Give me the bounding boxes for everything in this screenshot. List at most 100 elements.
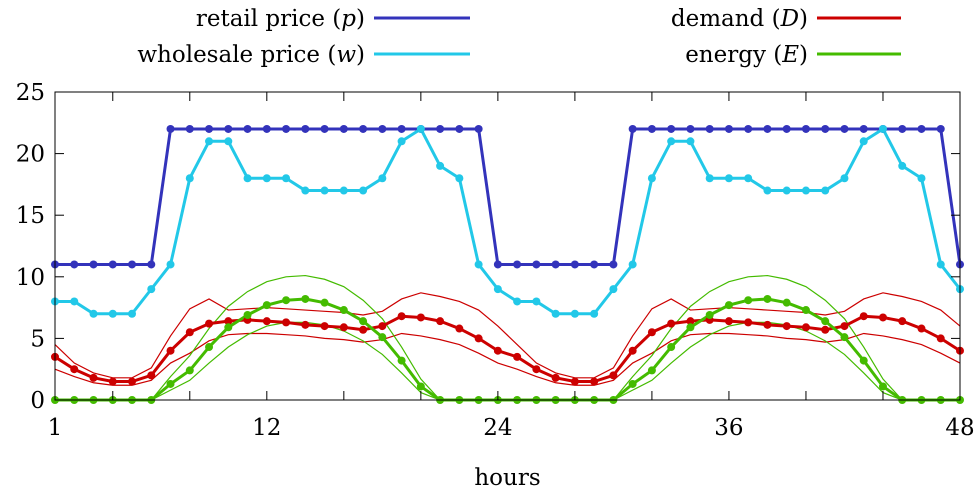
series-0-point (513, 260, 522, 269)
series-2-point (166, 346, 175, 355)
series-2-point (859, 312, 868, 321)
series-1-point (147, 285, 156, 294)
series-3-point (705, 310, 714, 319)
series-1-point (378, 174, 387, 183)
series-2-point (590, 377, 599, 386)
series-0-point (570, 260, 579, 269)
series-0-point (205, 124, 214, 133)
series-2-point (513, 352, 522, 361)
series-3-point (166, 379, 175, 388)
series-1-point (917, 174, 926, 183)
series-0-point (840, 124, 849, 133)
series-2-point (108, 377, 117, 386)
series-2-point (89, 373, 98, 382)
series-1-point (339, 186, 348, 195)
series-1-point (416, 124, 425, 133)
series-3-point (397, 356, 406, 365)
y-tick-label: 15 (16, 203, 45, 229)
series-0-point (609, 260, 618, 269)
series-0-point (744, 124, 753, 133)
series-2-point (647, 328, 656, 337)
y-tick-label: 10 (16, 265, 45, 291)
series-3-point (628, 379, 637, 388)
series-0-point (705, 124, 714, 133)
series-3-point (282, 296, 291, 305)
series-1-point (282, 174, 291, 183)
series-0-point (859, 124, 868, 133)
series-0-point (628, 124, 637, 133)
series-0-point (801, 124, 810, 133)
series-1-point (262, 174, 271, 183)
series-2-point (128, 377, 137, 386)
series-0-point (301, 124, 310, 133)
y-tick-label: 20 (16, 142, 45, 168)
series-2-point (282, 318, 291, 327)
series-1-point (744, 174, 753, 183)
series-1-point (705, 174, 714, 183)
series-1-point (493, 285, 502, 294)
series-0-point (224, 124, 233, 133)
series-3-point (205, 343, 214, 352)
series-1-point (821, 186, 830, 195)
series-2-point (70, 365, 79, 374)
series-1-point (936, 260, 945, 269)
series-0-point (397, 124, 406, 133)
series-1-point (840, 174, 849, 183)
series-3-point (359, 317, 368, 326)
series-2-point (455, 324, 464, 333)
series-0-point (147, 260, 156, 269)
series-1-line (55, 127, 962, 316)
x-tick-label: 24 (483, 415, 512, 441)
series-0-point (898, 124, 907, 133)
series-3-point (667, 343, 676, 352)
series-3-point (185, 366, 194, 375)
series-0-point (532, 260, 541, 269)
series-0-point (166, 124, 175, 133)
series-0-point (551, 260, 560, 269)
series-1-point (243, 174, 252, 183)
series-0-point (436, 124, 445, 133)
series-0-point (917, 124, 926, 133)
series-1-point (551, 309, 560, 318)
series-3-point (301, 294, 310, 303)
series-3-point (243, 310, 252, 319)
series-2-point (436, 317, 445, 326)
x-tick-label: 12 (252, 415, 281, 441)
series-2-point (801, 323, 810, 332)
series-3-point (782, 298, 791, 307)
series-2-point (224, 317, 233, 326)
legend: retail price (p) wholesale price (w) deman… (137, 6, 901, 68)
y-tick-label: 5 (30, 326, 45, 352)
series-2-point (724, 317, 733, 326)
series-1-point (185, 174, 194, 183)
series-3-point (224, 323, 233, 332)
series-0-point (108, 260, 117, 269)
series-1-point (397, 137, 406, 146)
series-2-point (898, 317, 907, 326)
series-1-point (570, 309, 579, 318)
series-0-point (185, 124, 194, 133)
series-1-point (70, 297, 79, 306)
series-2-point (378, 322, 387, 331)
series-0-point (936, 124, 945, 133)
series-2-point (339, 323, 348, 332)
series-1-point (320, 186, 329, 195)
series-0-point (339, 124, 348, 133)
series-0-point (359, 124, 368, 133)
series-3-point (840, 333, 849, 342)
series-3-point (724, 301, 733, 310)
series-0-point (262, 124, 271, 133)
series-0-point (763, 124, 772, 133)
series-0-point (821, 124, 830, 133)
y-tick-label: 0 (30, 388, 45, 414)
series-3-point (262, 301, 271, 310)
series-0-point (320, 124, 329, 133)
series-1-point (801, 186, 810, 195)
series-2-lower-band (54, 332, 961, 386)
series-3-point (339, 306, 348, 315)
legend-label-2: demand (D) (671, 6, 808, 32)
series-1-point (455, 174, 464, 183)
series-3-point (416, 382, 425, 391)
series-0-point (782, 124, 791, 133)
axis-ticks (55, 91, 960, 401)
